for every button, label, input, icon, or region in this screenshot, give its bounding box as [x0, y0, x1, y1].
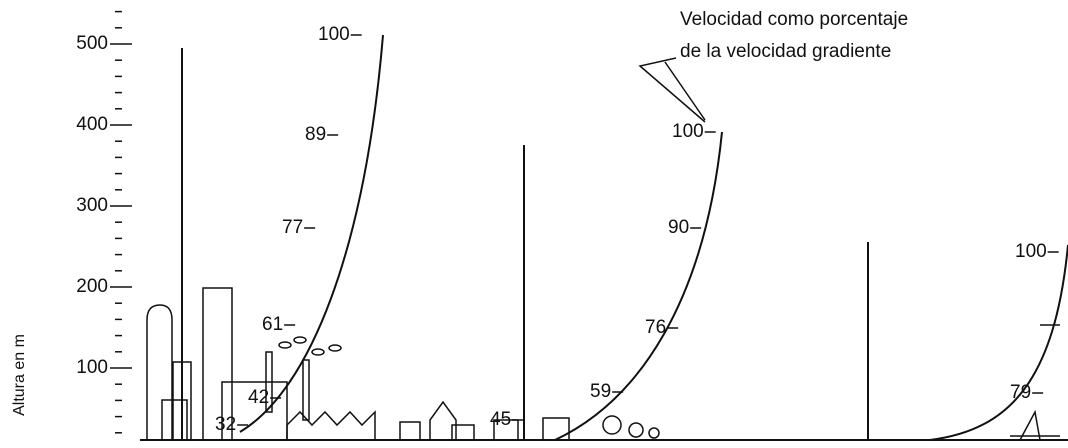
profile-curve-suburb [555, 132, 722, 440]
tick-label: 500 [76, 33, 108, 54]
annotation: Velocidad como porcentaje [680, 9, 908, 30]
velocity-label: 45 [490, 409, 511, 430]
diagram: Altura en m 500 400 300 200 100 Velocidad co… [0, 0, 1068, 448]
height-axis: Altura en m 500 400 300 200 100 [11, 12, 132, 433]
velocity-label: 90 [668, 217, 689, 238]
sailboat [1010, 412, 1060, 440]
profile-curve-city [240, 35, 383, 432]
velocity-label: 89 [305, 124, 326, 145]
profile-curve-country [930, 245, 1068, 440]
suburb-buildings [400, 402, 659, 440]
velocity-label: 76 [645, 317, 666, 338]
velocity-label: 77 [282, 217, 303, 238]
velocity-label: 79 [1010, 382, 1031, 403]
velocity-label: 100 [318, 24, 350, 45]
velocity-label: 32 [215, 414, 236, 435]
annotation: de la velocidad gradiente [680, 41, 891, 62]
tick-label: 200 [76, 276, 108, 297]
tick-label: 100 [76, 357, 108, 378]
tick-label: 400 [76, 114, 108, 135]
velocity-label: 59 [590, 381, 611, 402]
velocity-label: 100 [672, 121, 704, 142]
velocity-label: 100 [1015, 241, 1047, 262]
velocity-label: 42 [248, 387, 269, 408]
tick-label: 300 [76, 195, 108, 216]
axis-title: Altura en m [11, 334, 28, 416]
annotation-leader [640, 58, 705, 122]
velocity-label: 61 [262, 314, 283, 335]
